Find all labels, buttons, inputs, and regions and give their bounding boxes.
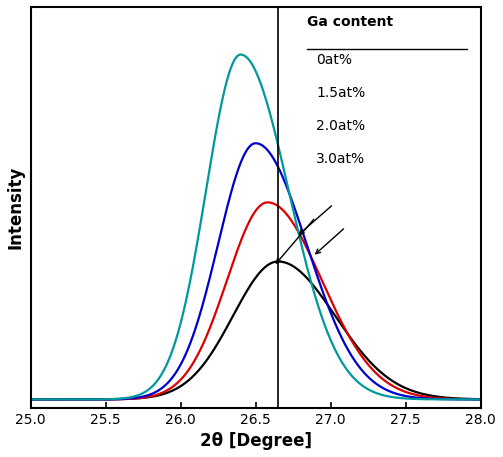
Text: Ga content: Ga content	[307, 15, 393, 29]
Text: 2.0at%: 2.0at%	[316, 119, 366, 133]
Text: 1.5at%: 1.5at%	[316, 86, 366, 100]
Text: 3.0at%: 3.0at%	[316, 152, 366, 165]
X-axis label: 2θ [Degree]: 2θ [Degree]	[200, 432, 311, 450]
Text: 0at%: 0at%	[316, 53, 353, 67]
Y-axis label: Intensity: Intensity	[7, 165, 25, 249]
